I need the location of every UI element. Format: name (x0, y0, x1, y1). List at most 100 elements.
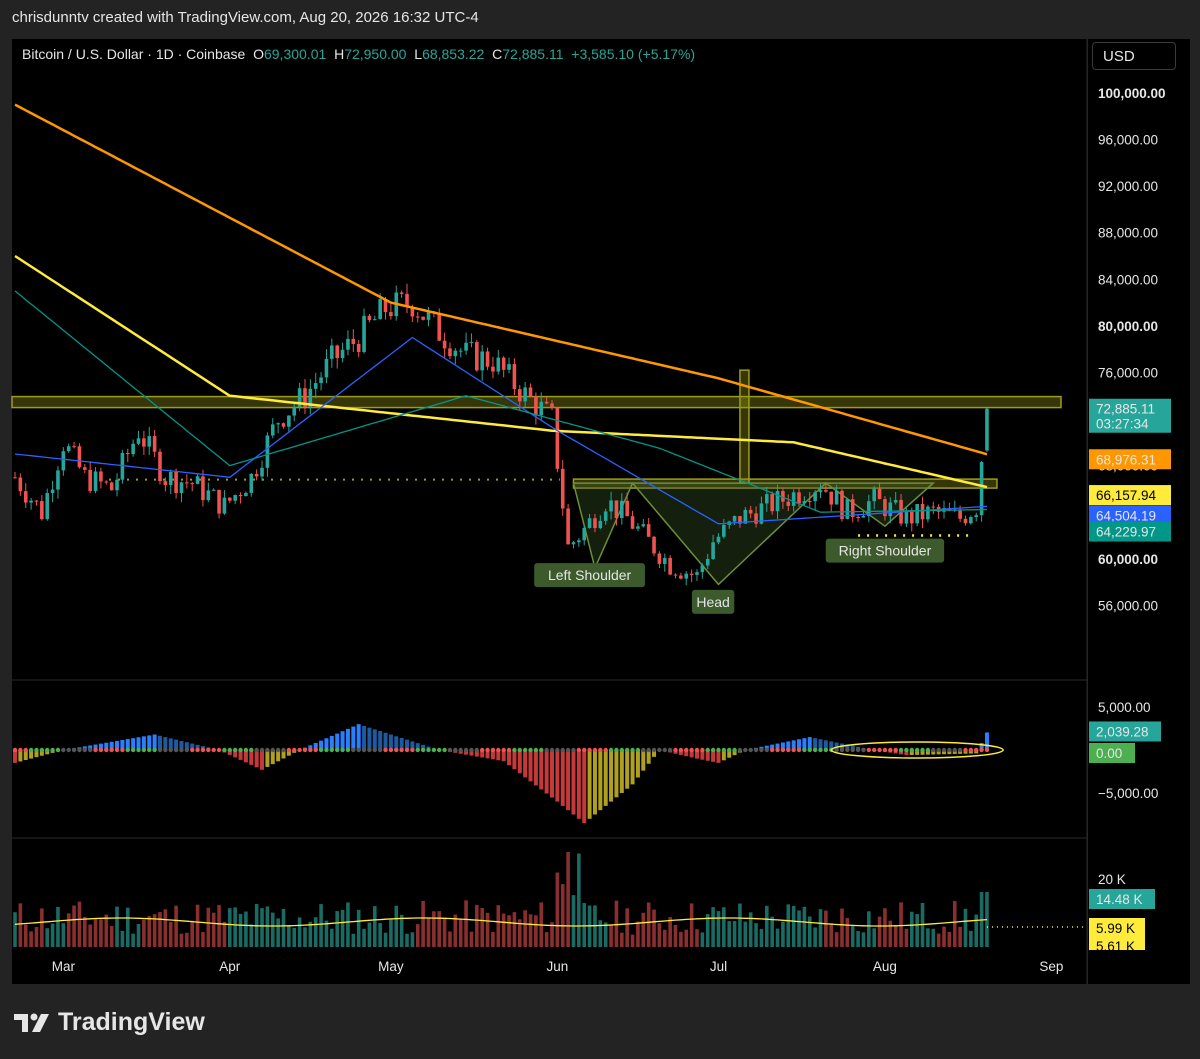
osc-bar (807, 737, 812, 750)
y-tick-label: 80,000.00 (1098, 319, 1158, 334)
osc-zero-dot (485, 747, 490, 753)
osc-zero-dot (555, 747, 560, 753)
volume-bar (297, 917, 302, 947)
candle (969, 516, 973, 524)
volume-bar (888, 920, 893, 947)
candle (603, 511, 608, 521)
volume-bar (168, 922, 173, 947)
osc-zero-dot (55, 747, 61, 753)
osc-bar (770, 744, 775, 750)
volume-bar (636, 921, 640, 947)
osc-zero-dot (453, 747, 458, 753)
volume-bar (29, 931, 33, 947)
candle (238, 495, 243, 497)
osc-bar (405, 739, 410, 750)
volume-bar (142, 919, 146, 947)
volume-bar (915, 914, 919, 947)
volume-bar (249, 924, 254, 947)
osc-bar (276, 750, 281, 762)
candle (233, 495, 237, 501)
osc-zero-dot (936, 747, 941, 753)
osc-bar (190, 743, 195, 750)
candle (77, 446, 82, 468)
y-tick-label: 100,000.00 (1098, 86, 1166, 101)
price-badge-label: 66,157.94 (1096, 488, 1157, 503)
candle (378, 299, 382, 320)
candle (469, 342, 474, 344)
volume-bar (83, 916, 87, 947)
volume-bar (926, 928, 930, 947)
pattern-label: Left Shoulder (548, 567, 632, 583)
candle (174, 471, 178, 494)
volume-bar (603, 922, 608, 947)
osc-bar (614, 750, 619, 798)
volume-bar (432, 911, 436, 947)
volume-bar (883, 908, 887, 947)
candle (931, 506, 936, 508)
candle (99, 471, 103, 482)
volume-bar (571, 895, 576, 947)
volume-bar (936, 933, 941, 947)
osc-zero-dot (775, 747, 780, 753)
osc-zero-dot (28, 747, 34, 753)
candle (909, 510, 914, 524)
osc-bar (372, 729, 377, 750)
osc-zero-dot (694, 747, 700, 753)
candle (625, 500, 629, 517)
osc-zero-dot (98, 747, 104, 753)
volume-bar (163, 909, 168, 947)
volume-bar (217, 905, 221, 947)
osc-zero-dot (904, 747, 909, 753)
volume-bar (893, 926, 898, 947)
volume-bar (372, 906, 377, 947)
candle (249, 473, 254, 493)
volume-bar (732, 920, 737, 947)
osc-highlight-ellipse (830, 741, 1004, 759)
pattern-label-bg (691, 589, 735, 614)
candle (802, 501, 807, 504)
osc-zero-dot (39, 747, 45, 753)
osc-zero-dot (259, 747, 265, 753)
candle (40, 501, 44, 520)
volume-bar (265, 906, 270, 947)
volume-bar (244, 911, 248, 947)
candle (824, 490, 828, 492)
volume-bar (362, 928, 366, 947)
osc-bar (603, 750, 608, 806)
candle (303, 388, 307, 408)
volume-bar (23, 924, 28, 947)
osc-zero-dot (947, 747, 952, 753)
candle (689, 573, 694, 575)
osc-zero-dot (66, 747, 71, 753)
price-badge-label: 68,976.31 (1096, 452, 1156, 467)
volume-bar (813, 927, 817, 947)
candle (786, 501, 791, 506)
osc-zero-dot (748, 747, 753, 753)
candle (867, 501, 871, 516)
volume-bar (399, 914, 404, 947)
osc-zero-dot (82, 747, 88, 753)
volume-bar (550, 922, 554, 947)
candle (319, 377, 323, 384)
candle (974, 515, 979, 517)
osc-bar (157, 735, 162, 750)
osc-bar (818, 739, 823, 750)
price-badge-label: 64,504.19 (1096, 508, 1156, 523)
osc-zero-dot (324, 747, 329, 753)
osc-zero-dot (759, 747, 764, 753)
osc-bar (576, 750, 581, 819)
osc-zero-dot (345, 747, 351, 753)
osc-zero-dot (834, 747, 839, 753)
osc-bar (716, 750, 721, 763)
currency-button[interactable]: USD (1092, 42, 1176, 70)
candle (93, 471, 98, 492)
candle (50, 489, 55, 494)
osc-zero-dot (528, 747, 533, 753)
candle (265, 435, 270, 468)
osc-zero-dot (206, 747, 211, 753)
osc-zero-dot (281, 747, 286, 753)
volume-ma-badge-label: 5.99 K (1096, 921, 1135, 936)
osc-zero-dot (292, 747, 297, 753)
candle (738, 516, 742, 524)
y-tick-label: 60,000.00 (1098, 552, 1158, 567)
